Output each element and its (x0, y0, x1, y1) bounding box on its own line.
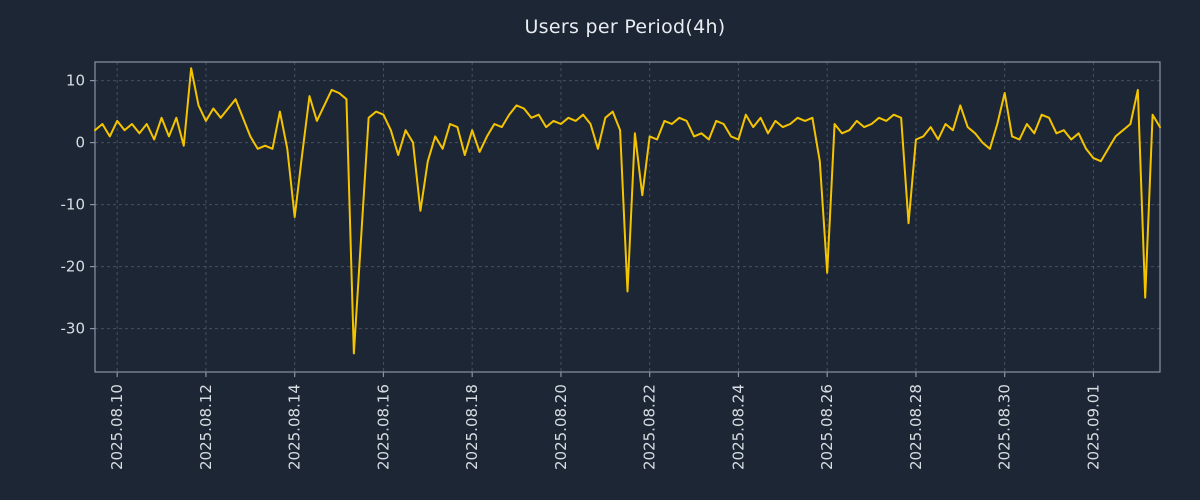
x-tick-label: 2025.08.20 (552, 384, 570, 470)
x-tick-label: 2025.08.24 (729, 384, 747, 470)
x-tick-label: 2025.08.30 (996, 384, 1014, 470)
x-tick-label: 2025.08.10 (108, 384, 126, 470)
x-tick-label: 2025.08.12 (197, 384, 215, 470)
y-tick-label: 0 (75, 134, 85, 152)
x-tick-label: 2025.08.16 (374, 384, 392, 470)
y-tick-label: -10 (61, 196, 86, 214)
y-tick-label: -20 (61, 258, 86, 276)
x-tick-label: 2025.09.01 (1084, 384, 1102, 470)
x-tick-label: 2025.08.28 (907, 384, 925, 470)
plot-border (94, 61, 1161, 373)
x-tick-label: 2025.08.18 (463, 384, 481, 470)
x-tick-label: 2025.08.14 (286, 384, 304, 470)
series-line-users (94, 67, 1161, 355)
x-tick-label: 2025.08.22 (641, 384, 659, 470)
y-tick-label: 10 (66, 72, 85, 90)
x-tick-label: 2025.08.26 (818, 384, 836, 470)
y-tick-label: -30 (61, 320, 86, 338)
chart-title: Users per Period(4h) (524, 16, 726, 38)
